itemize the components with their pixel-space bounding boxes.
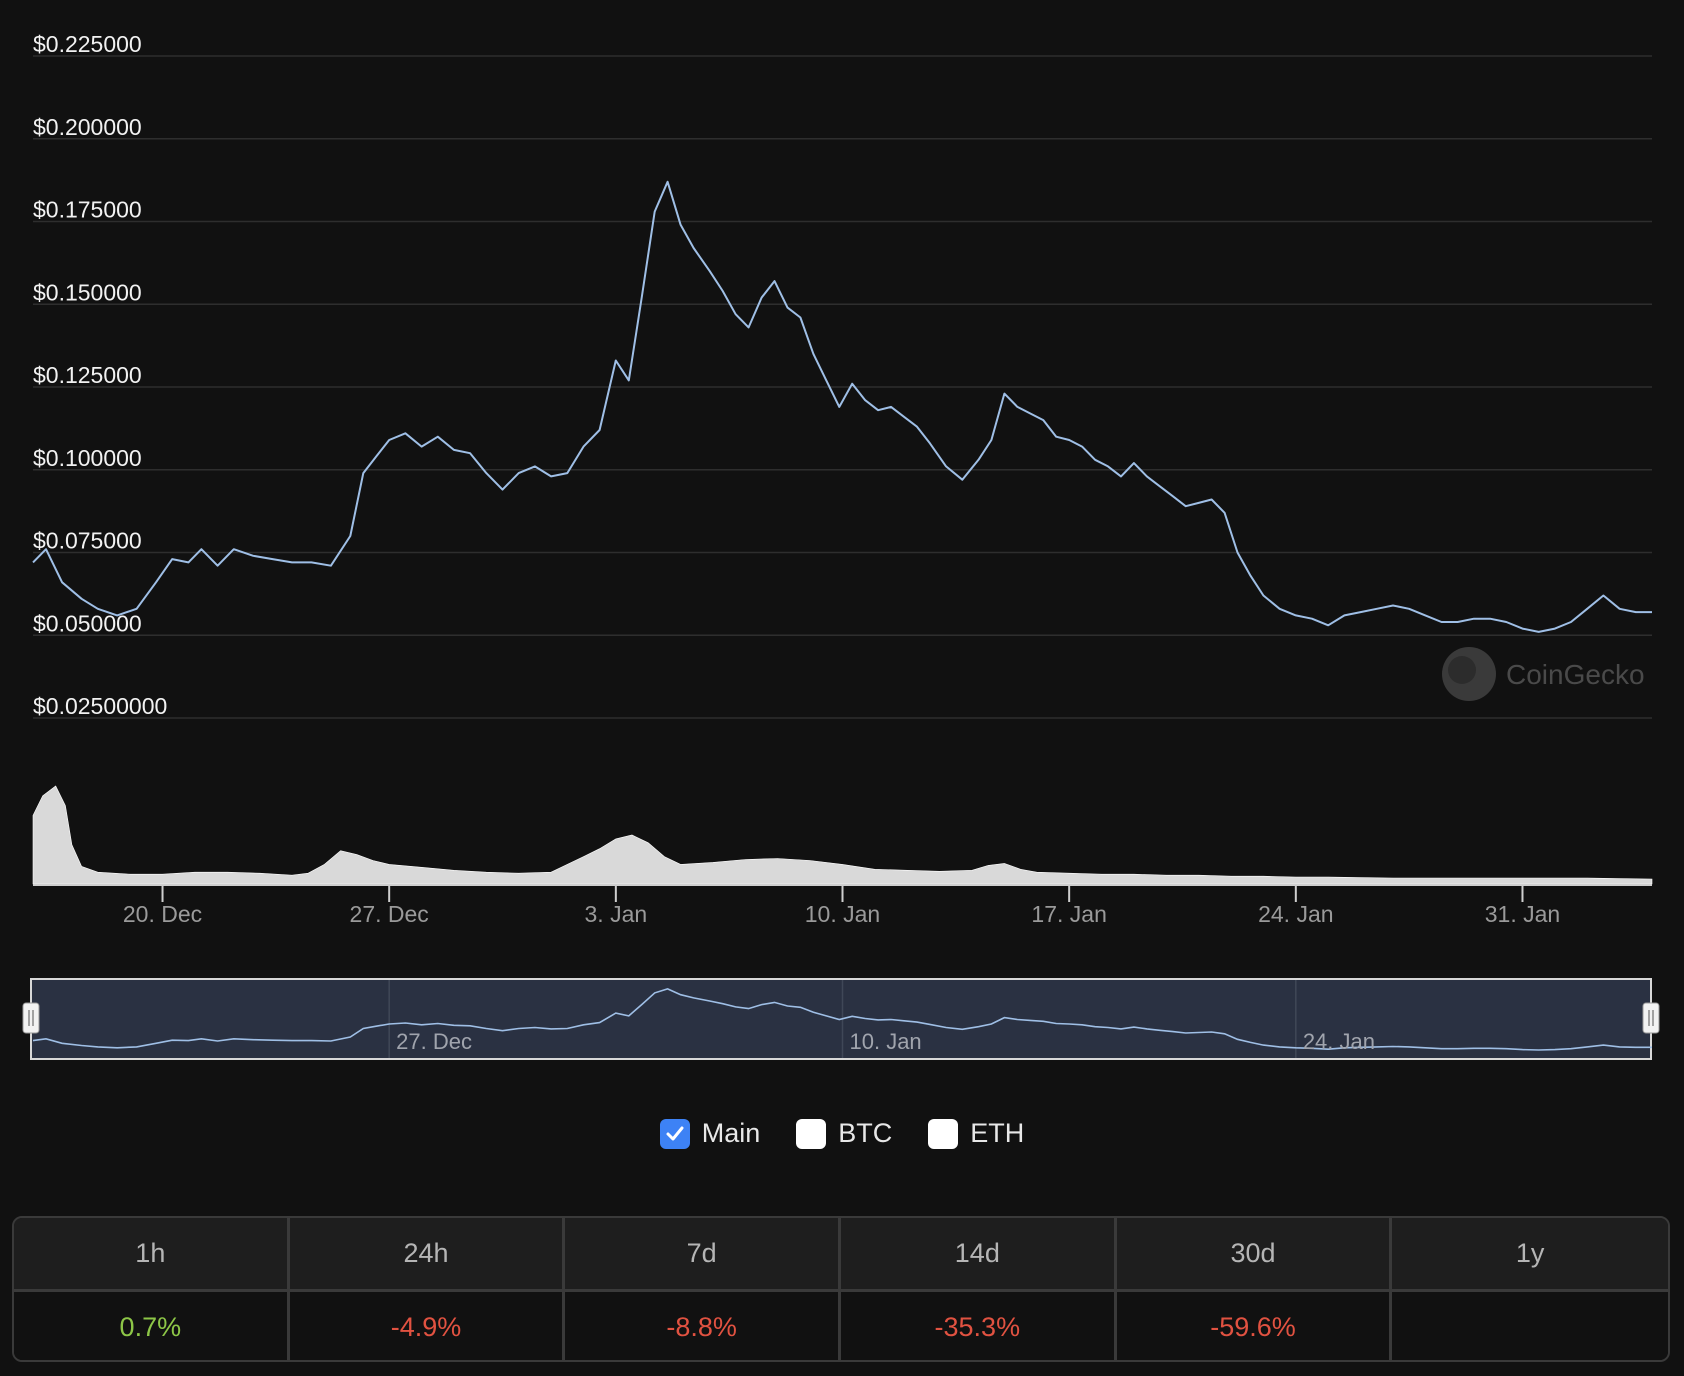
price-chart[interactable]: $0.225000 $0.200000 $0.175000 $0.150000 $0.1… xyxy=(0,0,1684,1080)
legend-item-main[interactable]: Main xyxy=(659,1118,761,1149)
price-series-line[interactable] xyxy=(32,180,1652,633)
range-navigator[interactable]: 27. Dec 10. Jan 24. Jan xyxy=(22,978,1660,1060)
navigator-tick-label: 10. Jan xyxy=(850,1029,922,1054)
legend-label-btc: BTC xyxy=(838,1118,893,1148)
header-1h: 1h xyxy=(14,1218,290,1292)
chart-legend: Main BTC ETH xyxy=(0,1118,1684,1149)
y-tick-label: $0.150000 xyxy=(33,279,142,305)
header-14d: 14d xyxy=(840,1218,1117,1292)
grid-lines xyxy=(33,55,1652,719)
x-tick-label: 10. Jan xyxy=(805,901,880,927)
value-1y xyxy=(1392,1292,1668,1360)
chart-canvas[interactable]: $0.225000 $0.200000 $0.175000 $0.150000 $0.1… xyxy=(0,0,1684,1080)
value-14d: -35.3% xyxy=(840,1292,1117,1360)
y-tick-label: $0.125000 xyxy=(33,362,142,388)
btc-checkbox[interactable] xyxy=(796,1118,827,1149)
y-tick-label: $0.225000 xyxy=(33,31,142,57)
header-30d: 30d xyxy=(1116,1218,1393,1292)
watermark-text: CoinGecko xyxy=(1506,659,1645,690)
legend-item-eth[interactable]: ETH xyxy=(928,1118,1024,1149)
coingecko-watermark: CoinGecko xyxy=(1442,647,1645,701)
legend-label-main: Main xyxy=(701,1118,761,1148)
x-tick-label: 31. Jan xyxy=(1485,901,1560,927)
x-tick-label: 17. Jan xyxy=(1031,901,1106,927)
header-7d: 7d xyxy=(565,1218,841,1292)
header-1y: 1y xyxy=(1392,1218,1668,1292)
y-tick-label: $0.100000 xyxy=(33,445,142,471)
navigator-series-line xyxy=(32,988,1652,1051)
y-tick-label: $0.02500000 xyxy=(33,693,167,719)
y-tick-label: $0.200000 xyxy=(33,114,142,140)
y-axis-labels: $0.225000 $0.200000 $0.175000 $0.150000 $0.1… xyxy=(33,31,167,719)
eth-checkbox[interactable] xyxy=(928,1118,959,1149)
x-tick-label: 20. Dec xyxy=(123,901,202,927)
main-checkbox[interactable] xyxy=(659,1118,690,1149)
price-change-table: 1h 24h 7d 14d 30d 1y 0.7% -4.9% -8.8% -3… xyxy=(12,1216,1670,1362)
value-7d: -8.8% xyxy=(565,1292,841,1360)
value-1h: 0.7% xyxy=(14,1292,290,1360)
y-tick-label: $0.075000 xyxy=(33,528,142,554)
y-tick-label: $0.175000 xyxy=(33,197,142,223)
navigator-tick-label: 24. Jan xyxy=(1303,1029,1375,1054)
y-tick-label: $0.050000 xyxy=(33,610,142,636)
x-tick-label: 27. Dec xyxy=(350,901,429,927)
volume-series-area[interactable] xyxy=(32,785,1653,885)
gecko-logo-inner xyxy=(1448,656,1476,684)
navigator-labels: 27. Dec 10. Jan 24. Jan xyxy=(396,1029,1375,1054)
legend-label-eth: ETH xyxy=(970,1118,1025,1148)
navigator-left-handle[interactable] xyxy=(22,1002,40,1034)
header-24h: 24h xyxy=(289,1218,566,1292)
x-tick-label: 3. Jan xyxy=(585,901,648,927)
legend-item-btc[interactable]: BTC xyxy=(796,1118,892,1149)
checkmark-icon xyxy=(666,1126,684,1140)
x-axis-labels: 20. Dec 27. Dec 3. Jan 10. Jan 17. Jan 24. Ja… xyxy=(123,886,1560,927)
value-24h: -4.9% xyxy=(289,1292,566,1360)
x-tick-label: 24. Jan xyxy=(1258,901,1333,927)
navigator-tick-label: 27. Dec xyxy=(396,1029,472,1054)
navigator-right-handle[interactable] xyxy=(1642,1002,1660,1034)
value-30d: -59.6% xyxy=(1116,1292,1393,1360)
